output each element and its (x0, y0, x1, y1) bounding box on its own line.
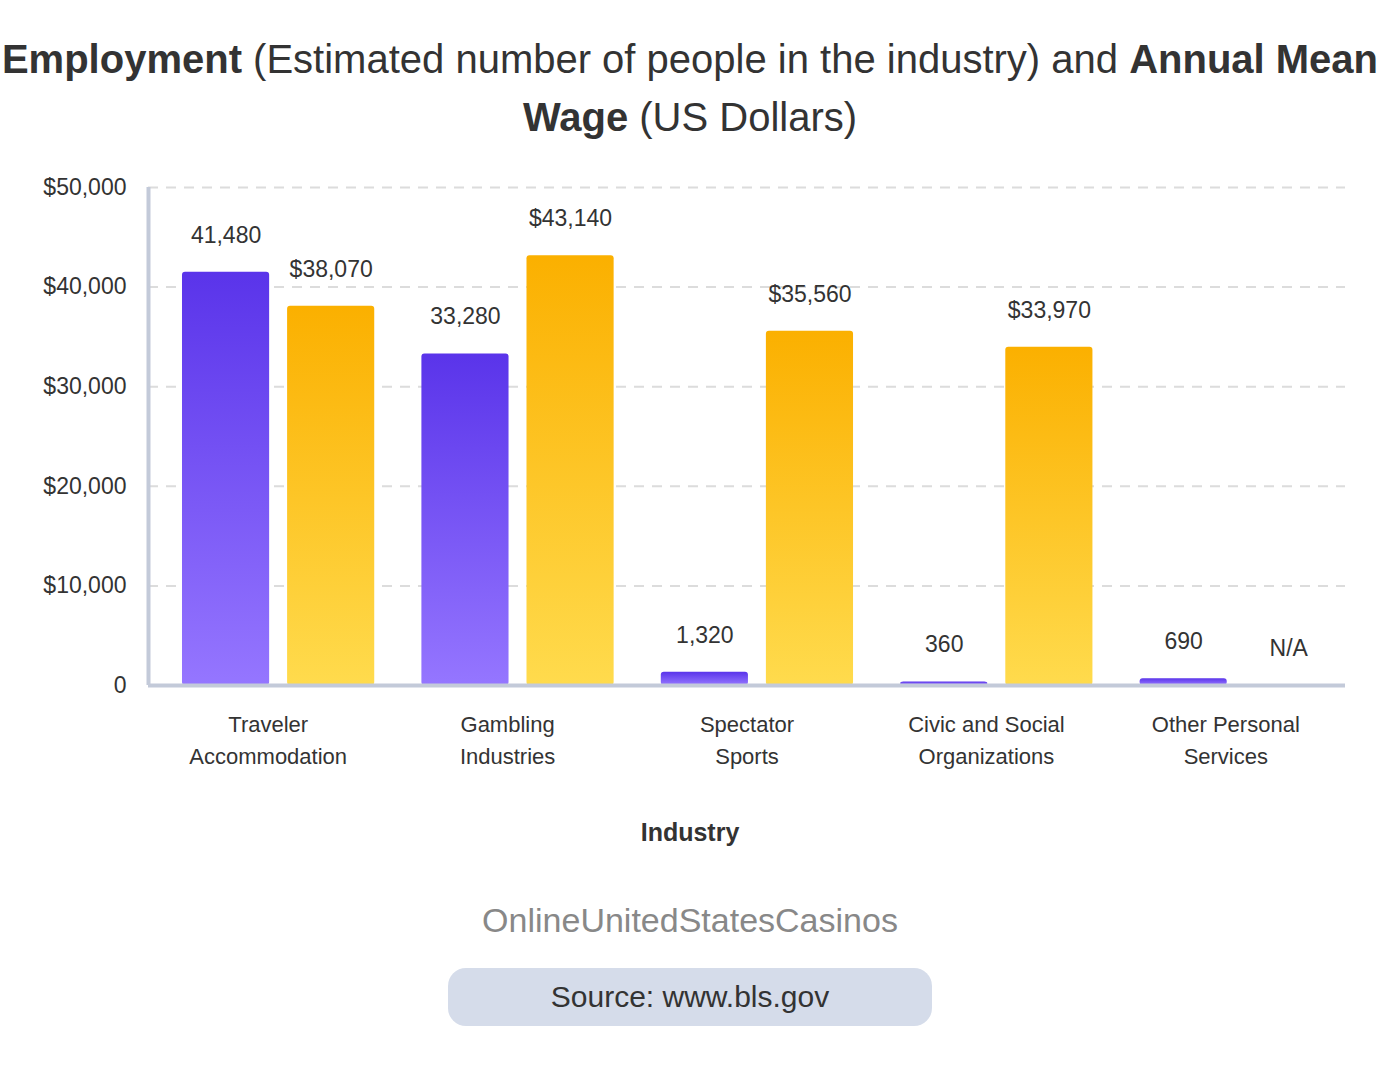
svg-text:$40,000: $40,000 (43, 273, 126, 299)
svg-text:$38,070: $38,070 (290, 256, 373, 282)
svg-text:41,480: 41,480 (191, 222, 261, 248)
svg-text:$33,970: $33,970 (1008, 297, 1091, 323)
svg-text:Civic and SocialOrganizations: Civic and SocialOrganizations (908, 712, 1065, 769)
svg-text:TravelerAccommodation: TravelerAccommodation (189, 712, 347, 769)
html-text:Source: www.bls.gov: Source: www.bls.gov (550, 980, 830, 1013)
svg-text:360: 360 (925, 631, 963, 657)
svg-text:$50,000: $50,000 (43, 174, 126, 200)
svg-text:Other PersonalServices: Other PersonalServices (1152, 712, 1300, 769)
svg-text:GamblingIndustries: GamblingIndustries (460, 712, 555, 769)
svg-text:$10,000: $10,000 (43, 572, 126, 598)
svg-text:SpectatorSports: SpectatorSports (700, 712, 794, 769)
svg-text:$35,560: $35,560 (768, 281, 851, 307)
svg-text:$20,000: $20,000 (43, 473, 126, 499)
html-text:OnlineUnitedStatesCasinos: OnlineUnitedStatesCasinos (482, 901, 898, 939)
svg-text:1,320: 1,320 (676, 622, 734, 648)
svg-text:N/A: N/A (1270, 635, 1309, 661)
html-text:Industry: Industry (640, 818, 740, 846)
svg-text:$43,140: $43,140 (529, 205, 612, 231)
html-text:Employment (Estimated number o: Employment (Estimated number of people i… (1, 37, 1378, 139)
svg-text:33,280: 33,280 (430, 303, 500, 329)
svg-text:0: 0 (114, 672, 127, 698)
svg-text:$30,000: $30,000 (43, 373, 126, 399)
svg-text:690: 690 (1164, 628, 1202, 654)
